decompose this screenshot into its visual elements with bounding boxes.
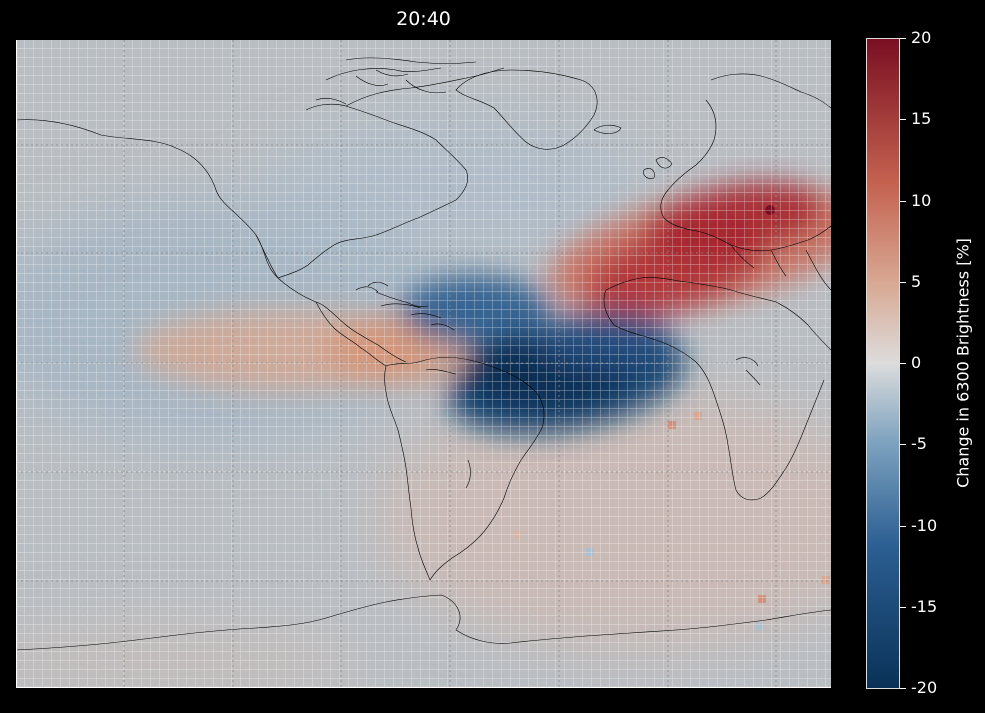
colorbar-tick-label: -15 <box>911 596 938 616</box>
colorbar-tick <box>900 38 906 39</box>
coastlines <box>16 57 831 651</box>
colorbar-tick <box>900 688 906 689</box>
colorbar-tick <box>900 525 906 527</box>
colorbar-tick-label: 20 <box>911 28 932 47</box>
colorbar-tick <box>900 200 906 202</box>
graticule <box>16 40 831 688</box>
colorbar-tick-label: 15 <box>911 109 932 129</box>
colorbar-label: Change in 6300 Brightness [%] <box>953 238 973 488</box>
colorbar-tick <box>900 444 906 446</box>
pixel-grid <box>16 40 831 688</box>
colorbar-tick-label: -20 <box>911 678 938 697</box>
colorbar-tick <box>900 363 906 364</box>
map-canvas <box>16 40 831 688</box>
colorbar-tick-label: 0 <box>911 353 922 372</box>
colorbar-tick-label: -5 <box>911 434 927 454</box>
colorbar-tick-label: 5 <box>911 271 922 291</box>
colorbar-tick-label: 10 <box>911 190 932 210</box>
colorbar-tick-label: -10 <box>911 515 938 535</box>
map-title: 20:40 <box>396 8 451 30</box>
colorbar-tick <box>900 281 906 283</box>
colorbar <box>866 38 900 689</box>
colorbar-tick <box>900 119 906 121</box>
map-panel <box>16 40 831 688</box>
colorbar-tick <box>900 606 906 608</box>
